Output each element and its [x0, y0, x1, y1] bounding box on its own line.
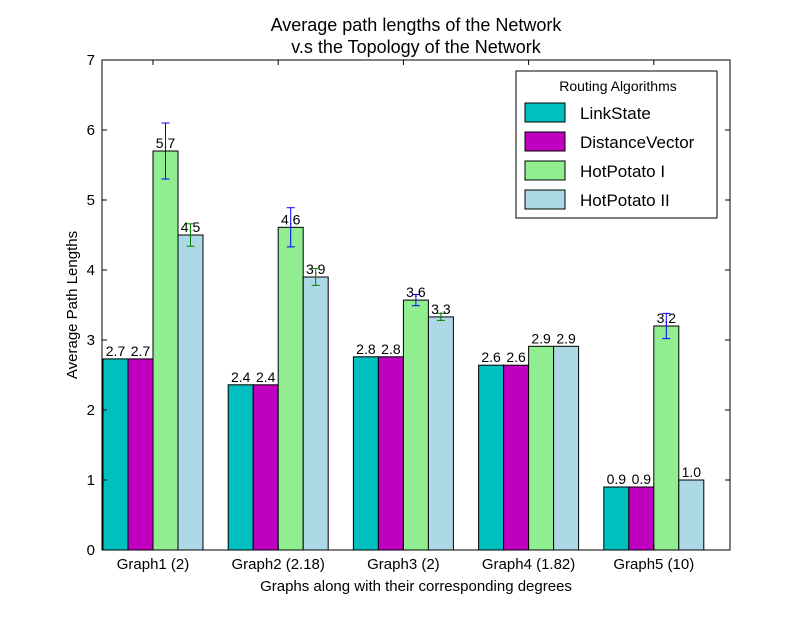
bar-value-label: 2.4	[256, 369, 276, 385]
y-tick-label: 6	[87, 122, 95, 139]
y-axis-label: Average Path Lengths	[64, 231, 81, 379]
bar	[628, 486, 655, 551]
legend: Routing Algorithms LinkState DistanceVect…	[515, 70, 718, 219]
bar	[277, 226, 304, 551]
bar	[227, 384, 254, 551]
bar	[528, 345, 555, 551]
bar	[252, 384, 279, 551]
x-tick-label: Graph4 (1.82)	[482, 556, 575, 573]
bar	[152, 150, 179, 551]
bar-value-label: 2.6	[481, 349, 501, 365]
bar	[678, 479, 705, 551]
bar	[402, 299, 429, 551]
bar	[478, 364, 505, 551]
legend-entry-label: HotPotato I	[580, 162, 665, 181]
bar-value-label: 2.4	[231, 369, 251, 385]
bar-value-label: 3.3	[431, 301, 451, 317]
legend-entry-label: HotPotato II	[580, 191, 670, 210]
bar	[127, 358, 154, 551]
y-tick-label: 2	[87, 402, 95, 419]
bar	[503, 364, 530, 551]
y-tick-label: 4	[87, 262, 95, 279]
legend-swatch	[524, 131, 566, 152]
legend-swatch	[524, 102, 566, 123]
plot-frame	[101, 59, 731, 551]
y-tick-label: 7	[87, 52, 95, 69]
bar	[427, 316, 454, 551]
bar-value-label: 2.9	[531, 330, 551, 346]
bar	[352, 356, 379, 551]
bar-value-label: 2.7	[131, 343, 151, 359]
legend-swatch	[524, 160, 566, 181]
y-tick-label: 0	[87, 542, 95, 559]
bar	[177, 234, 204, 551]
bar-value-label: 0.9	[632, 471, 652, 487]
bar	[302, 276, 329, 551]
bar-value-label: 2.8	[356, 341, 376, 357]
x-axis-label: Graphs along with their corresponding de…	[260, 578, 572, 595]
bar	[603, 486, 630, 551]
axis-ticks: 0 1 2 3 4 5 6 7 Graph1 (2) Graph2 (2.18) Graph3 (2…	[87, 52, 730, 573]
y-tick-label: 3	[87, 332, 95, 349]
y-tick-label: 1	[87, 472, 95, 489]
bar-value-label: 2.6	[506, 349, 526, 365]
bar	[653, 325, 680, 551]
legend-swatch	[524, 189, 566, 210]
chart-title: Average path lengths of the Network	[271, 15, 563, 35]
bar	[102, 358, 129, 551]
bar	[377, 356, 404, 551]
y-tick-label: 5	[87, 192, 95, 209]
bar-value-label: 1.0	[682, 464, 702, 480]
bar-value-label: 0.9	[607, 471, 627, 487]
chart-subtitle: v.s the Topology of the Network	[291, 37, 541, 57]
bar-value-label: 3.6	[406, 284, 426, 300]
x-tick-label: Graph1 (2)	[117, 556, 190, 573]
legend-title: Routing Algorithms	[559, 78, 677, 94]
bar-value-label: 2.9	[556, 330, 576, 346]
x-tick-label: Graph2 (2.18)	[232, 556, 325, 573]
bar-value-label: 2.8	[381, 341, 401, 357]
bars-group: 2.72.42.82.60.92.72.42.82.60.95.74.63.62…	[102, 122, 705, 551]
bar	[553, 345, 580, 551]
bar-value-label: 2.7	[106, 343, 126, 359]
x-tick-label: Graph5 (10)	[613, 556, 694, 573]
legend-entry-label: DistanceVector	[580, 133, 695, 152]
x-tick-label: Graph3 (2)	[367, 556, 440, 573]
legend-entry-label: LinkState	[580, 104, 651, 123]
